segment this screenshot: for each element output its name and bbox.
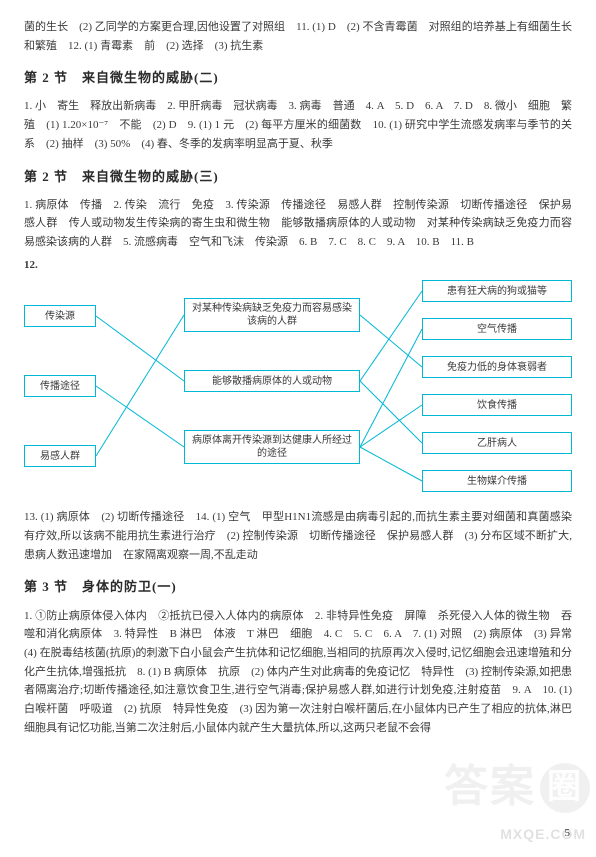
item-12-label: 12.: [24, 256, 572, 275]
section-3-title: 第 3 节 身体的防卫(一): [24, 576, 572, 598]
right-box-2: 免疫力低的身体衰弱者: [422, 356, 572, 378]
section-2b-title: 第 2 节 来自微生物的威胁(二): [24, 67, 572, 89]
left-box-2: 易感人群: [24, 445, 96, 467]
left-box-1: 传播途径: [24, 375, 96, 397]
section-2b-body: 1. 小 寄生 释放出新病毒 2. 甲肝病毒 冠状病毒 3. 病毒 普通 4. …: [24, 97, 572, 153]
left-box-0: 传染源: [24, 305, 96, 327]
section-3-body: 1. ①防止病原体侵入体内 ②抵抗已侵入人体内的病原体 2. 非特异性免疫 屏障…: [24, 607, 572, 738]
section-2c-body: 1. 病原体 传播 2. 传染 流行 免疫 3. 传染源 传播途径 易感人群 控…: [24, 196, 572, 252]
mid-box-1: 能够散播病原体的人或动物: [184, 370, 360, 392]
watermark-circle: 圈: [540, 763, 590, 813]
watermark: 答案 圈: [444, 750, 590, 825]
mid-box-0: 对某种传染病缺乏免疫力而容易感染该病的人群: [184, 298, 360, 332]
right-box-1: 空气传播: [422, 318, 572, 340]
after-flow-text: 13. (1) 病原体 (2) 切断传播途径 14. (1) 空气 甲型H1N1…: [24, 508, 572, 564]
site-watermark: MXQE.COM: [500, 823, 586, 847]
watermark-text: 答案: [444, 750, 536, 825]
right-box-5: 生物媒介传播: [422, 470, 572, 492]
mid-box-2: 病原体离开传染源到达健康人所经过的途径: [184, 430, 360, 464]
flowchart: 传染源传播途径易感人群 对某种传染病缺乏免疫力而容易感染该病的人群能够散播病原体的…: [24, 280, 572, 498]
section-2c-title: 第 2 节 来自微生物的威胁(三): [24, 166, 572, 188]
right-box-0: 患有狂犬病的狗或猫等: [422, 280, 572, 302]
right-box-4: 乙肝病人: [422, 432, 572, 454]
right-box-3: 饮食传播: [422, 394, 572, 416]
top-fragment: 菌的生长 (2) 乙同学的方案更合理,因他设置了对照组 11. (1) D (2…: [24, 18, 572, 55]
